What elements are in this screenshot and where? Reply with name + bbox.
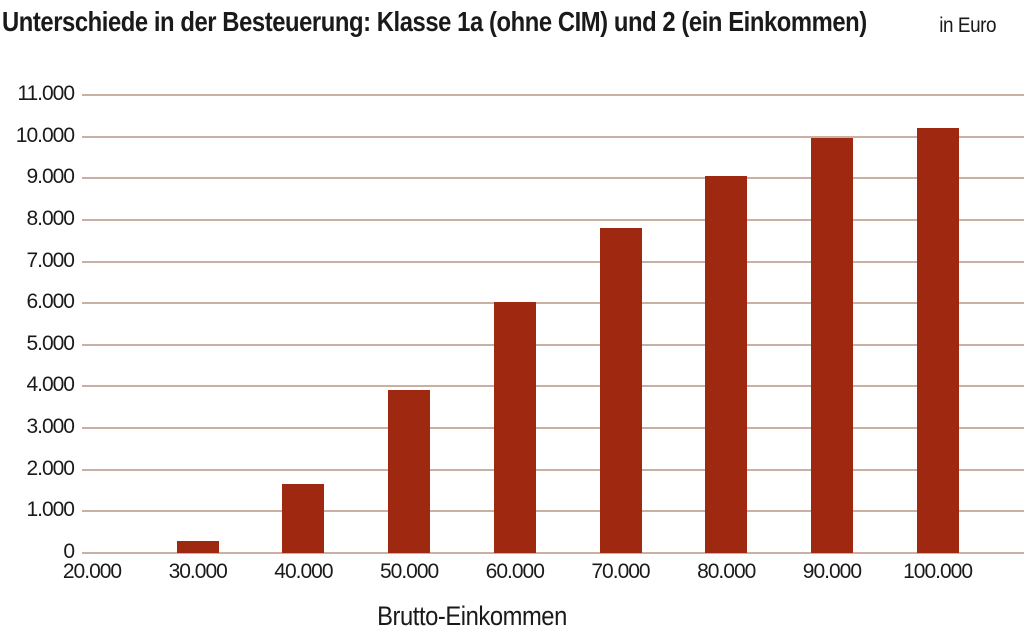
bar-40.000 <box>282 484 325 553</box>
y-tick-label-3.000: 3.000 <box>26 415 75 439</box>
x-tick-label-50.000: 50.000 <box>379 560 439 583</box>
y-tick-label-1.000: 1.000 <box>26 498 75 522</box>
gridline-2.000 <box>82 468 1024 471</box>
y-tick-label-7.000: 7.000 <box>26 248 75 272</box>
y-tick-label-11.000: 11.000 <box>17 82 75 106</box>
x-tick-label-70.000: 70.000 <box>591 560 650 583</box>
y-tick-label-10.000: 10.000 <box>15 123 75 147</box>
bar-50.000 <box>388 389 431 553</box>
gridline-11.000 <box>82 94 1024 96</box>
bar-60.000 <box>493 301 536 553</box>
y-tick-label-9.000: 9.000 <box>26 165 75 189</box>
y-tick-label-6.000: 6.000 <box>26 290 75 314</box>
y-tick-label-8.000: 8.000 <box>26 206 75 230</box>
chart-header: Unterschiede in der Besteuerung: Klasse … <box>0 6 1024 46</box>
bar-70.000 <box>599 228 642 553</box>
bar-100.000 <box>916 128 959 553</box>
y-tick-label-5.000: 5.000 <box>26 331 75 355</box>
unit-label: in Euro <box>939 14 996 37</box>
x-axis-title: Brutto-Einkommen <box>377 601 567 631</box>
bar-80.000 <box>705 175 748 553</box>
x-tick-label-100.000: 100.000 <box>903 560 973 583</box>
gridline-7.000 <box>82 260 1024 263</box>
y-tick-label-2.000: 2.000 <box>26 456 75 480</box>
y-tick-label-0: 0 <box>63 540 75 564</box>
x-tick-label-80.000: 80.000 <box>697 560 756 583</box>
gridline-10.000 <box>82 135 1024 138</box>
gridline-6.000 <box>82 302 1024 305</box>
gridline-1.000 <box>82 510 1024 513</box>
bar-90.000 <box>810 138 853 553</box>
bar-30.000 <box>176 541 219 553</box>
gridline-9.000 <box>82 177 1024 180</box>
gridline-4.000 <box>82 385 1024 388</box>
gridline-0 <box>82 552 1024 554</box>
gridline-5.000 <box>82 343 1024 346</box>
gridline-3.000 <box>82 427 1024 430</box>
x-tick-label-20.000: 20.000 <box>62 560 122 583</box>
plot-area <box>82 94 1024 554</box>
x-tick-label-30.000: 30.000 <box>168 560 228 583</box>
y-axis-tick-labels: 11.000 10.000 9.000 8.000 7.000 6.000 5.000 4.0… <box>0 82 75 563</box>
x-axis-tick-labels: 20.000 30.000 40.000 50.000 60.000 70.000 80.0… <box>63 560 1024 588</box>
x-tick-label-60.000: 60.000 <box>485 560 545 583</box>
x-tick-label-90.000: 90.000 <box>802 560 862 583</box>
y-tick-label-4.000: 4.000 <box>26 373 75 397</box>
gridline-8.000 <box>82 218 1024 221</box>
chart-title: Unterschiede in der Besteuerung: Klasse … <box>2 6 867 37</box>
x-tick-label-40.000: 40.000 <box>274 560 333 583</box>
